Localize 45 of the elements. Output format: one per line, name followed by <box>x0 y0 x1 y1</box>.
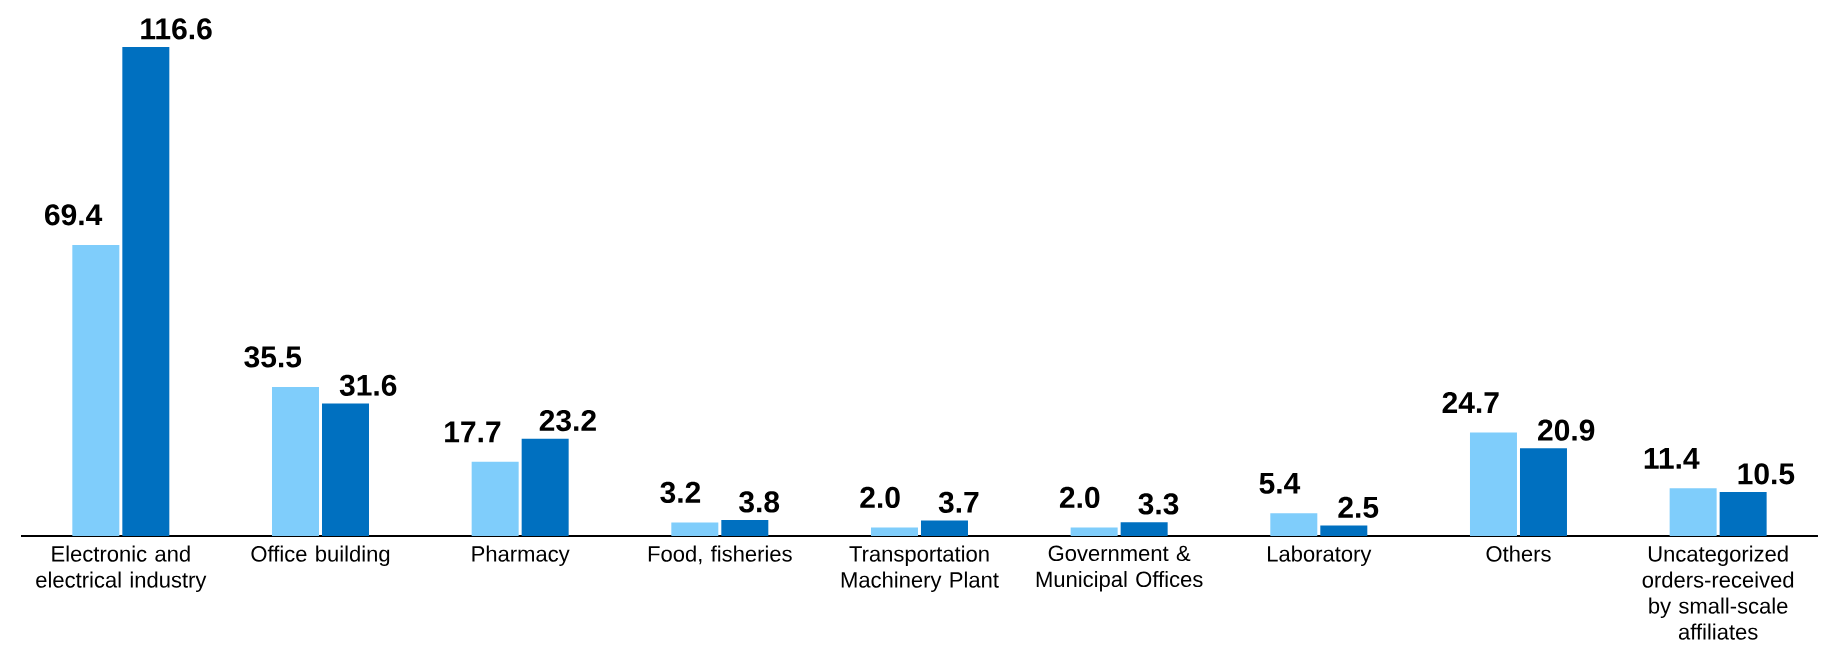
bar <box>1719 491 1767 536</box>
data-label: 31.6 <box>339 374 397 396</box>
bar <box>1469 432 1517 536</box>
data-label: 3.7 <box>938 491 979 513</box>
x-tick-label: Office building <box>251 545 390 567</box>
bar <box>1120 522 1168 536</box>
bar <box>870 527 918 536</box>
data-label: 11.4 <box>1644 448 1700 469</box>
data-label: 3.8 <box>739 491 780 513</box>
x-tick-label: Government & Municipal Offices <box>1036 545 1203 592</box>
data-label: 10.5 <box>1738 463 1795 485</box>
bar <box>72 244 120 536</box>
bar <box>122 47 170 536</box>
data-label: 35.5 <box>244 346 302 368</box>
bar <box>1270 513 1318 536</box>
bar <box>671 522 719 536</box>
x-tick-label: Others <box>1486 545 1551 562</box>
x-tick-label: Transportation Machinery Plant <box>841 545 999 593</box>
x-tick-label: Pharmacy <box>472 545 570 567</box>
x-tick-label: Uncategorized orders-received by small-scale affiliates <box>1642 545 1794 640</box>
bar <box>272 387 319 536</box>
bar <box>322 403 369 536</box>
data-label: 20.9 <box>1538 419 1595 441</box>
data-label: 3.2 <box>660 481 701 504</box>
data-label: 5.4 <box>1259 472 1301 494</box>
bar <box>1669 488 1717 536</box>
data-label: 3.3 <box>1138 493 1179 515</box>
data-label: 23.2 <box>539 409 596 432</box>
data-label: 2.0 <box>1059 486 1100 509</box>
bar <box>1320 525 1368 536</box>
data-label: 69.4 <box>45 204 103 226</box>
bar <box>1519 448 1567 536</box>
bar <box>471 461 519 536</box>
data-label: 24.7 <box>1442 391 1499 413</box>
data-label: 2.0 <box>860 486 900 509</box>
bar <box>521 438 569 536</box>
x-tick-label: Electronic and electrical industry <box>36 545 207 593</box>
x-tick-label: Laboratory <box>1268 545 1372 567</box>
bar <box>920 520 968 536</box>
x-tick-label: Food, fisheries <box>648 545 792 565</box>
bar <box>721 520 769 536</box>
data-label: 17.7 <box>445 421 501 443</box>
data-label: 2.5 <box>1338 496 1379 518</box>
bar <box>1070 527 1118 536</box>
data-label: 116.6 <box>141 18 212 40</box>
